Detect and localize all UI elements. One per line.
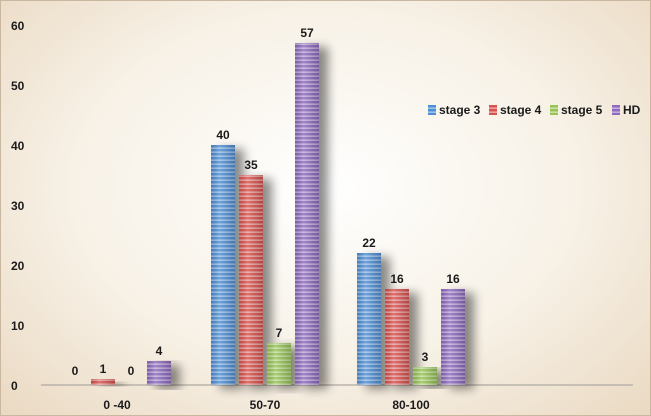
bars xyxy=(91,43,465,385)
y-tick-label: 50 xyxy=(11,79,25,93)
bar xyxy=(413,367,437,385)
bar xyxy=(295,43,319,385)
legend: stage 3 stage 4 stage 5 HD xyxy=(428,103,641,117)
data-labels: 0 1 0 4 40 35 7 57 22 16 3 16 xyxy=(72,26,460,378)
bar xyxy=(267,343,291,385)
legend-item: stage 5 xyxy=(550,103,603,117)
y-tick-label: 30 xyxy=(11,199,25,213)
bar xyxy=(211,145,235,385)
x-tick-label: 0 -40 xyxy=(103,398,131,412)
data-label: 7 xyxy=(276,326,283,340)
data-label: 3 xyxy=(422,350,429,364)
legend-label: stage 5 xyxy=(561,103,603,117)
legend-swatch xyxy=(612,105,620,115)
data-label: 16 xyxy=(446,272,460,286)
x-axis: 0 -40 50-70 80-100 xyxy=(103,398,430,412)
y-tick-label: 0 xyxy=(11,379,18,393)
legend-label: HD xyxy=(623,103,641,117)
data-label: 35 xyxy=(244,158,258,172)
legend-item: HD xyxy=(612,103,641,117)
x-tick-label: 80-100 xyxy=(392,398,430,412)
data-label: 57 xyxy=(300,26,314,40)
data-label: 1 xyxy=(100,362,107,376)
data-label: 16 xyxy=(390,272,404,286)
y-tick-label: 40 xyxy=(11,139,25,153)
y-tick-label: 10 xyxy=(11,319,25,333)
bar xyxy=(385,289,409,385)
y-axis: 0 10 20 30 40 50 60 xyxy=(11,19,25,393)
legend-swatch xyxy=(489,105,497,115)
bar xyxy=(239,175,263,385)
y-tick-label: 60 xyxy=(11,19,25,33)
legend-swatch xyxy=(550,105,558,115)
data-label: 4 xyxy=(156,344,163,358)
legend-item: stage 3 xyxy=(428,103,481,117)
bar xyxy=(91,379,115,385)
legend-item: stage 4 xyxy=(489,103,542,117)
x-tick-label: 50-70 xyxy=(250,398,281,412)
data-label: 40 xyxy=(216,128,230,142)
data-label: 0 xyxy=(128,364,135,378)
bar xyxy=(357,253,381,385)
bar xyxy=(441,289,465,385)
bar xyxy=(147,361,171,385)
legend-swatch xyxy=(428,105,436,115)
data-label: 0 xyxy=(72,364,79,378)
legend-label: stage 4 xyxy=(500,103,542,117)
data-label: 22 xyxy=(362,236,376,250)
legend-label: stage 3 xyxy=(439,103,481,117)
y-tick-label: 20 xyxy=(11,259,25,273)
